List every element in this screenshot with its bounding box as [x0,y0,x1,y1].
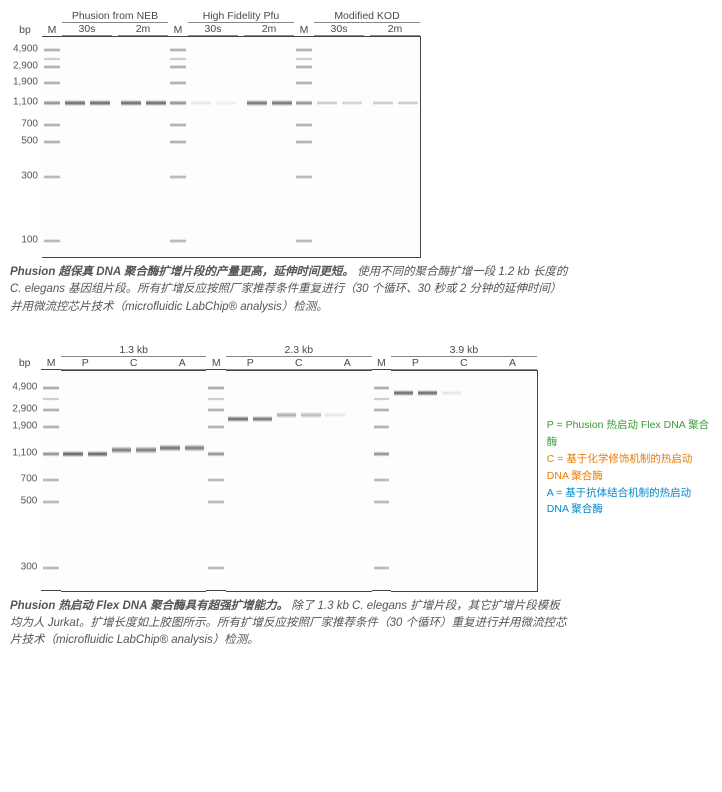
figure-1-caption: Phusion 超保真 DNA 聚合酶扩增片段的产量更高，延伸时间更短。 使用不… [10,264,570,316]
fig2-m-3: M [372,356,392,369]
fig1-group-1: Phusion from NEB [62,10,168,23]
fig2-bp-label: bp [10,356,41,369]
gel-table-1: Phusion from NEB High Fidelity Pfu Modif… [10,10,420,258]
fig1-caption-title: Phusion 超保真 DNA 聚合酶扩增片段的产量更高，延伸时间更短。 [10,266,354,278]
fig2-sub-a-2: A [323,356,372,369]
fig2-sub-c-2: C [275,356,324,369]
figure-2-caption: Phusion 热启动 Flex DNA 聚合酶具有超强扩增能力。 除了 1.3… [10,598,570,650]
legend-p-text: Phusion 热启动 Flex DNA 聚合酶 [547,419,709,448]
fig1-sub-30s-2: 30s [188,23,238,36]
fig1-sub-2m-1: 2m [118,23,168,36]
fig1-sub-2m-3: 2m [370,23,420,36]
legend-a-key: A = [547,487,562,499]
gel-table-2: 1.3 kb 2.3 kb 3.9 kb bp M P C A M P C A … [10,344,537,592]
fig1-group-2: High Fidelity Pfu [188,10,294,23]
fig2-sub-c-3: C [440,356,489,369]
fig1-sub-30s-3: 30s [314,23,364,36]
legend-p: P = Phusion 热启动 Flex DNA 聚合酶 [547,417,712,451]
fig1-header-row-top: Phusion from NEB High Fidelity Pfu Modif… [10,10,420,23]
legend-a-text: 基于抗体结合机制的热启动 DNA 聚合酶 [547,487,691,516]
figure-1: Phusion from NEB High Fidelity Pfu Modif… [10,10,712,316]
fig1-group-3: Modified KOD [314,10,420,23]
fig1-m-2: M [168,23,188,36]
fig1-header-row-sub: bp M 30s 2m M 30s 2m M 30s 2m [10,23,420,36]
legend-c-key: C = [547,453,564,465]
figure-2-table-wrap: 1.3 kb 2.3 kb 3.9 kb bp M P C A M P C A … [10,344,712,592]
fig2-caption-title: Phusion 热启动 Flex DNA 聚合酶具有超强扩增能力。 [10,600,288,612]
fig2-group-3: 3.9 kb [391,344,537,357]
fig2-sub-a-3: A [488,356,537,369]
fig2-sub-a-1: A [158,356,207,369]
fig2-gel-row: 4,9002,9001,9001,100700500300 [10,369,537,592]
fig1-sub-30s-1: 30s [62,23,112,36]
fig1-m-3: M [294,23,314,36]
fig2-m-2: M [206,356,226,369]
figure-2: 1.3 kb 2.3 kb 3.9 kb bp M P C A M P C A … [10,344,712,650]
fig2-sub-c-1: C [109,356,158,369]
fig2-header-row-sub: bp M P C A M P C A M P C A [10,356,537,369]
fig2-sub-p-1: P [61,356,110,369]
fig2-m-1: M [41,356,61,369]
fig2-sub-p-3: P [391,356,440,369]
fig2-group-2: 2.3 kb [226,344,372,357]
figure-2-legend: P = Phusion 热启动 Flex DNA 聚合酶 C = 基于化学修饰机… [547,417,712,518]
fig2-group-1: 1.3 kb [61,344,207,357]
legend-c: C = 基于化学修饰机制的热启动 DNA 聚合酶 [547,451,712,485]
fig1-sub-2m-2: 2m [244,23,294,36]
figure-1-table-wrap: Phusion from NEB High Fidelity Pfu Modif… [10,10,712,258]
fig1-m-1: M [42,23,62,36]
fig1-bp-label: bp [10,23,42,36]
fig2-sub-p-2: P [226,356,275,369]
fig1-gel-row: 4,9002,9001,9001,100700500300100 [10,36,420,259]
legend-c-text: 基于化学修饰机制的热启动 DNA 聚合酶 [547,453,693,482]
legend-a: A = 基于抗体结合机制的热启动 DNA 聚合酶 [547,485,712,519]
legend-p-key: P = [547,419,563,431]
fig2-header-row-top: 1.3 kb 2.3 kb 3.9 kb [10,344,537,357]
